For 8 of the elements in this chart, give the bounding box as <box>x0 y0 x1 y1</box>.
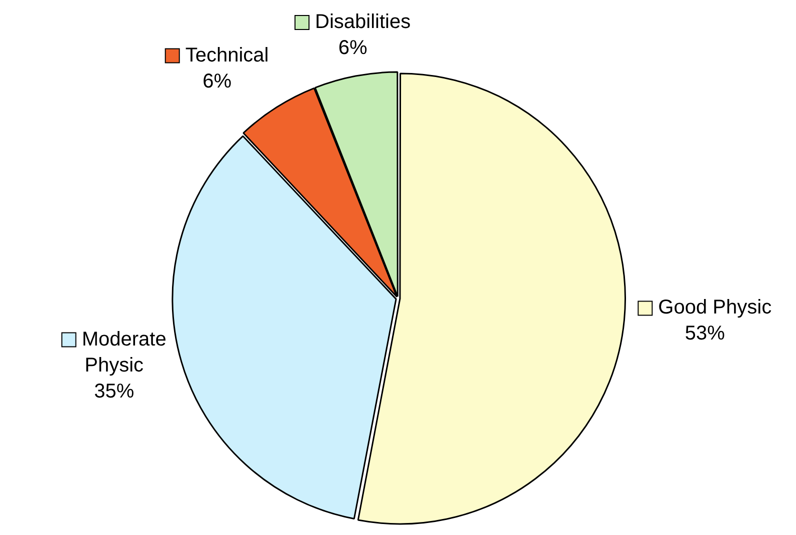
legend-label: Moderate Physic <box>82 328 166 376</box>
data-label: 6% <box>202 70 232 92</box>
legend-label: Disabilities <box>314 11 411 34</box>
legend-label: Technical <box>185 44 269 66</box>
data-label: 53% <box>684 322 726 345</box>
data-label: 35% <box>94 380 134 402</box>
legend-label: Good Physic <box>658 296 772 319</box>
data-label: 6% <box>338 37 368 60</box>
